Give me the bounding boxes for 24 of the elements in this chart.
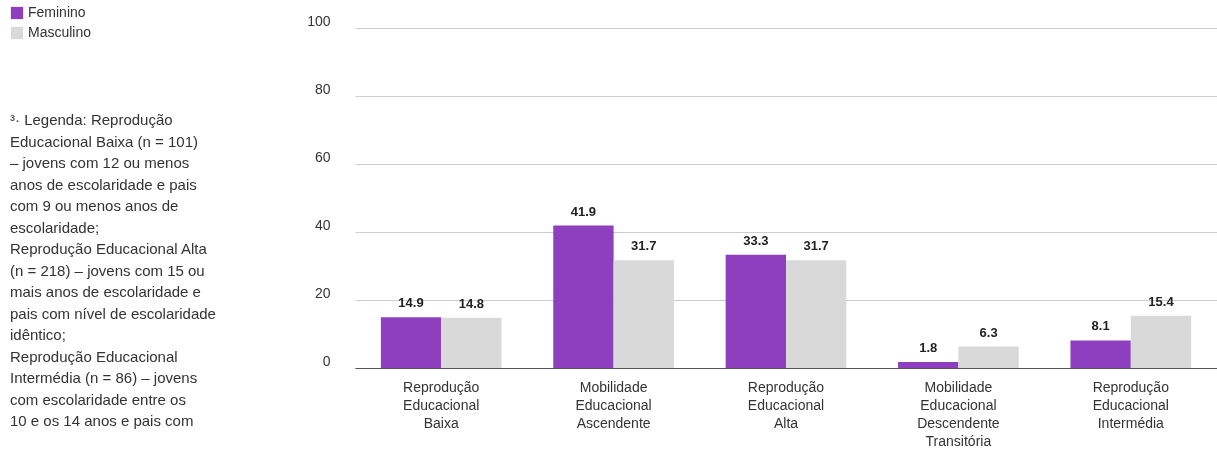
data-label: 33.3 [743, 232, 769, 248]
data-label: 31.7 [803, 238, 829, 254]
data-label: 6.3 [979, 324, 998, 340]
x-tick-label: Reprodução Educacional Intermédia [1092, 378, 1170, 431]
data-label: 1.8 [919, 339, 938, 355]
data-label: 8.1 [1091, 318, 1110, 334]
data-label: 41.9 [570, 203, 597, 219]
data-label: 31.7 [631, 238, 657, 254]
x-tick-label: Reprodução Educacional Baixa [403, 378, 480, 431]
y-tick-label: 0 [322, 352, 331, 369]
y-tick-label: 80 [314, 80, 331, 97]
x-tick-label: Reprodução Educacional Alta [747, 378, 825, 431]
y-tick-label: 20 [314, 284, 331, 301]
data-label: 15.4 [1148, 293, 1175, 309]
data-label: 14.8 [458, 295, 485, 311]
data-label: 14.9 [398, 295, 424, 311]
text: ³· Legenda: Reprodução Educacional Baixa (n = 101) – jovens com 12 ou menos anos de escolaridade e pais com 9 ou menos anos de escolaridade; Reprodução Educacional Alta (n = 218) – jovens com 15 ou mais anos de escolaridade e pais com nível de escolaridade idêntico; Reprodução Educacional Intermédia (n = 86) – jovens com escolaridade entre os 10 e os 14 anos e pais com [10, 111, 216, 429]
y-tick-label: 40 [314, 216, 331, 233]
x-tick-label: Mobilidade Educacional Descendente Transitória [917, 378, 1000, 449]
legend-label: Feminino [28, 4, 86, 20]
legend-label: Masculino [28, 24, 92, 40]
y-tick-label: 100 [307, 12, 331, 29]
y-tick-label: 60 [314, 148, 331, 165]
x-tick-label: Mobilidade Educacional Ascendente [575, 378, 652, 431]
